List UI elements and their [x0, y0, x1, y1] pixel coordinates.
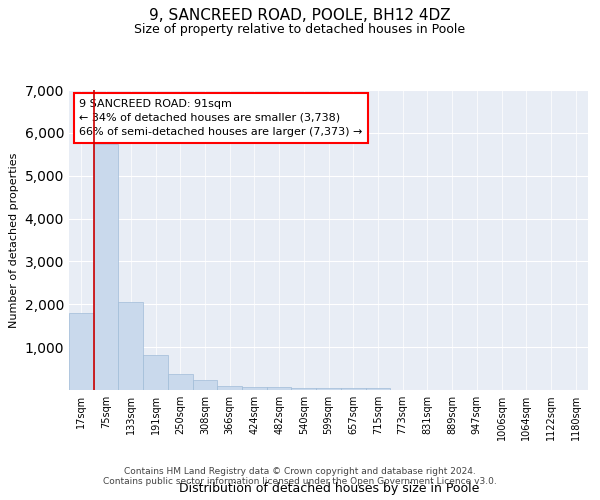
Bar: [168, 374, 193, 390]
Bar: [118, 302, 143, 390]
Bar: [292, 388, 316, 390]
Y-axis label: Number of detached properties: Number of detached properties: [9, 152, 19, 328]
Text: Contains public sector information licensed under the Open Government Licence v3: Contains public sector information licen…: [103, 477, 497, 486]
Bar: [94, 144, 118, 390]
Text: 9 SANCREED ROAD: 91sqm
← 34% of detached houses are smaller (3,738)
66% of semi-: 9 SANCREED ROAD: 91sqm ← 34% of detached…: [79, 99, 363, 137]
Bar: [69, 313, 94, 390]
Bar: [316, 388, 341, 390]
Bar: [217, 386, 242, 390]
Text: Contains HM Land Registry data © Crown copyright and database right 2024.: Contains HM Land Registry data © Crown c…: [124, 467, 476, 476]
Text: 9, SANCREED ROAD, POOLE, BH12 4DZ: 9, SANCREED ROAD, POOLE, BH12 4DZ: [149, 8, 451, 22]
Bar: [267, 386, 292, 390]
Bar: [365, 388, 390, 390]
Bar: [242, 386, 267, 390]
Text: Size of property relative to detached houses in Poole: Size of property relative to detached ho…: [134, 22, 466, 36]
Bar: [341, 388, 365, 390]
Text: Distribution of detached houses by size in Poole: Distribution of detached houses by size …: [179, 482, 479, 495]
Bar: [143, 355, 168, 390]
Bar: [193, 380, 217, 390]
